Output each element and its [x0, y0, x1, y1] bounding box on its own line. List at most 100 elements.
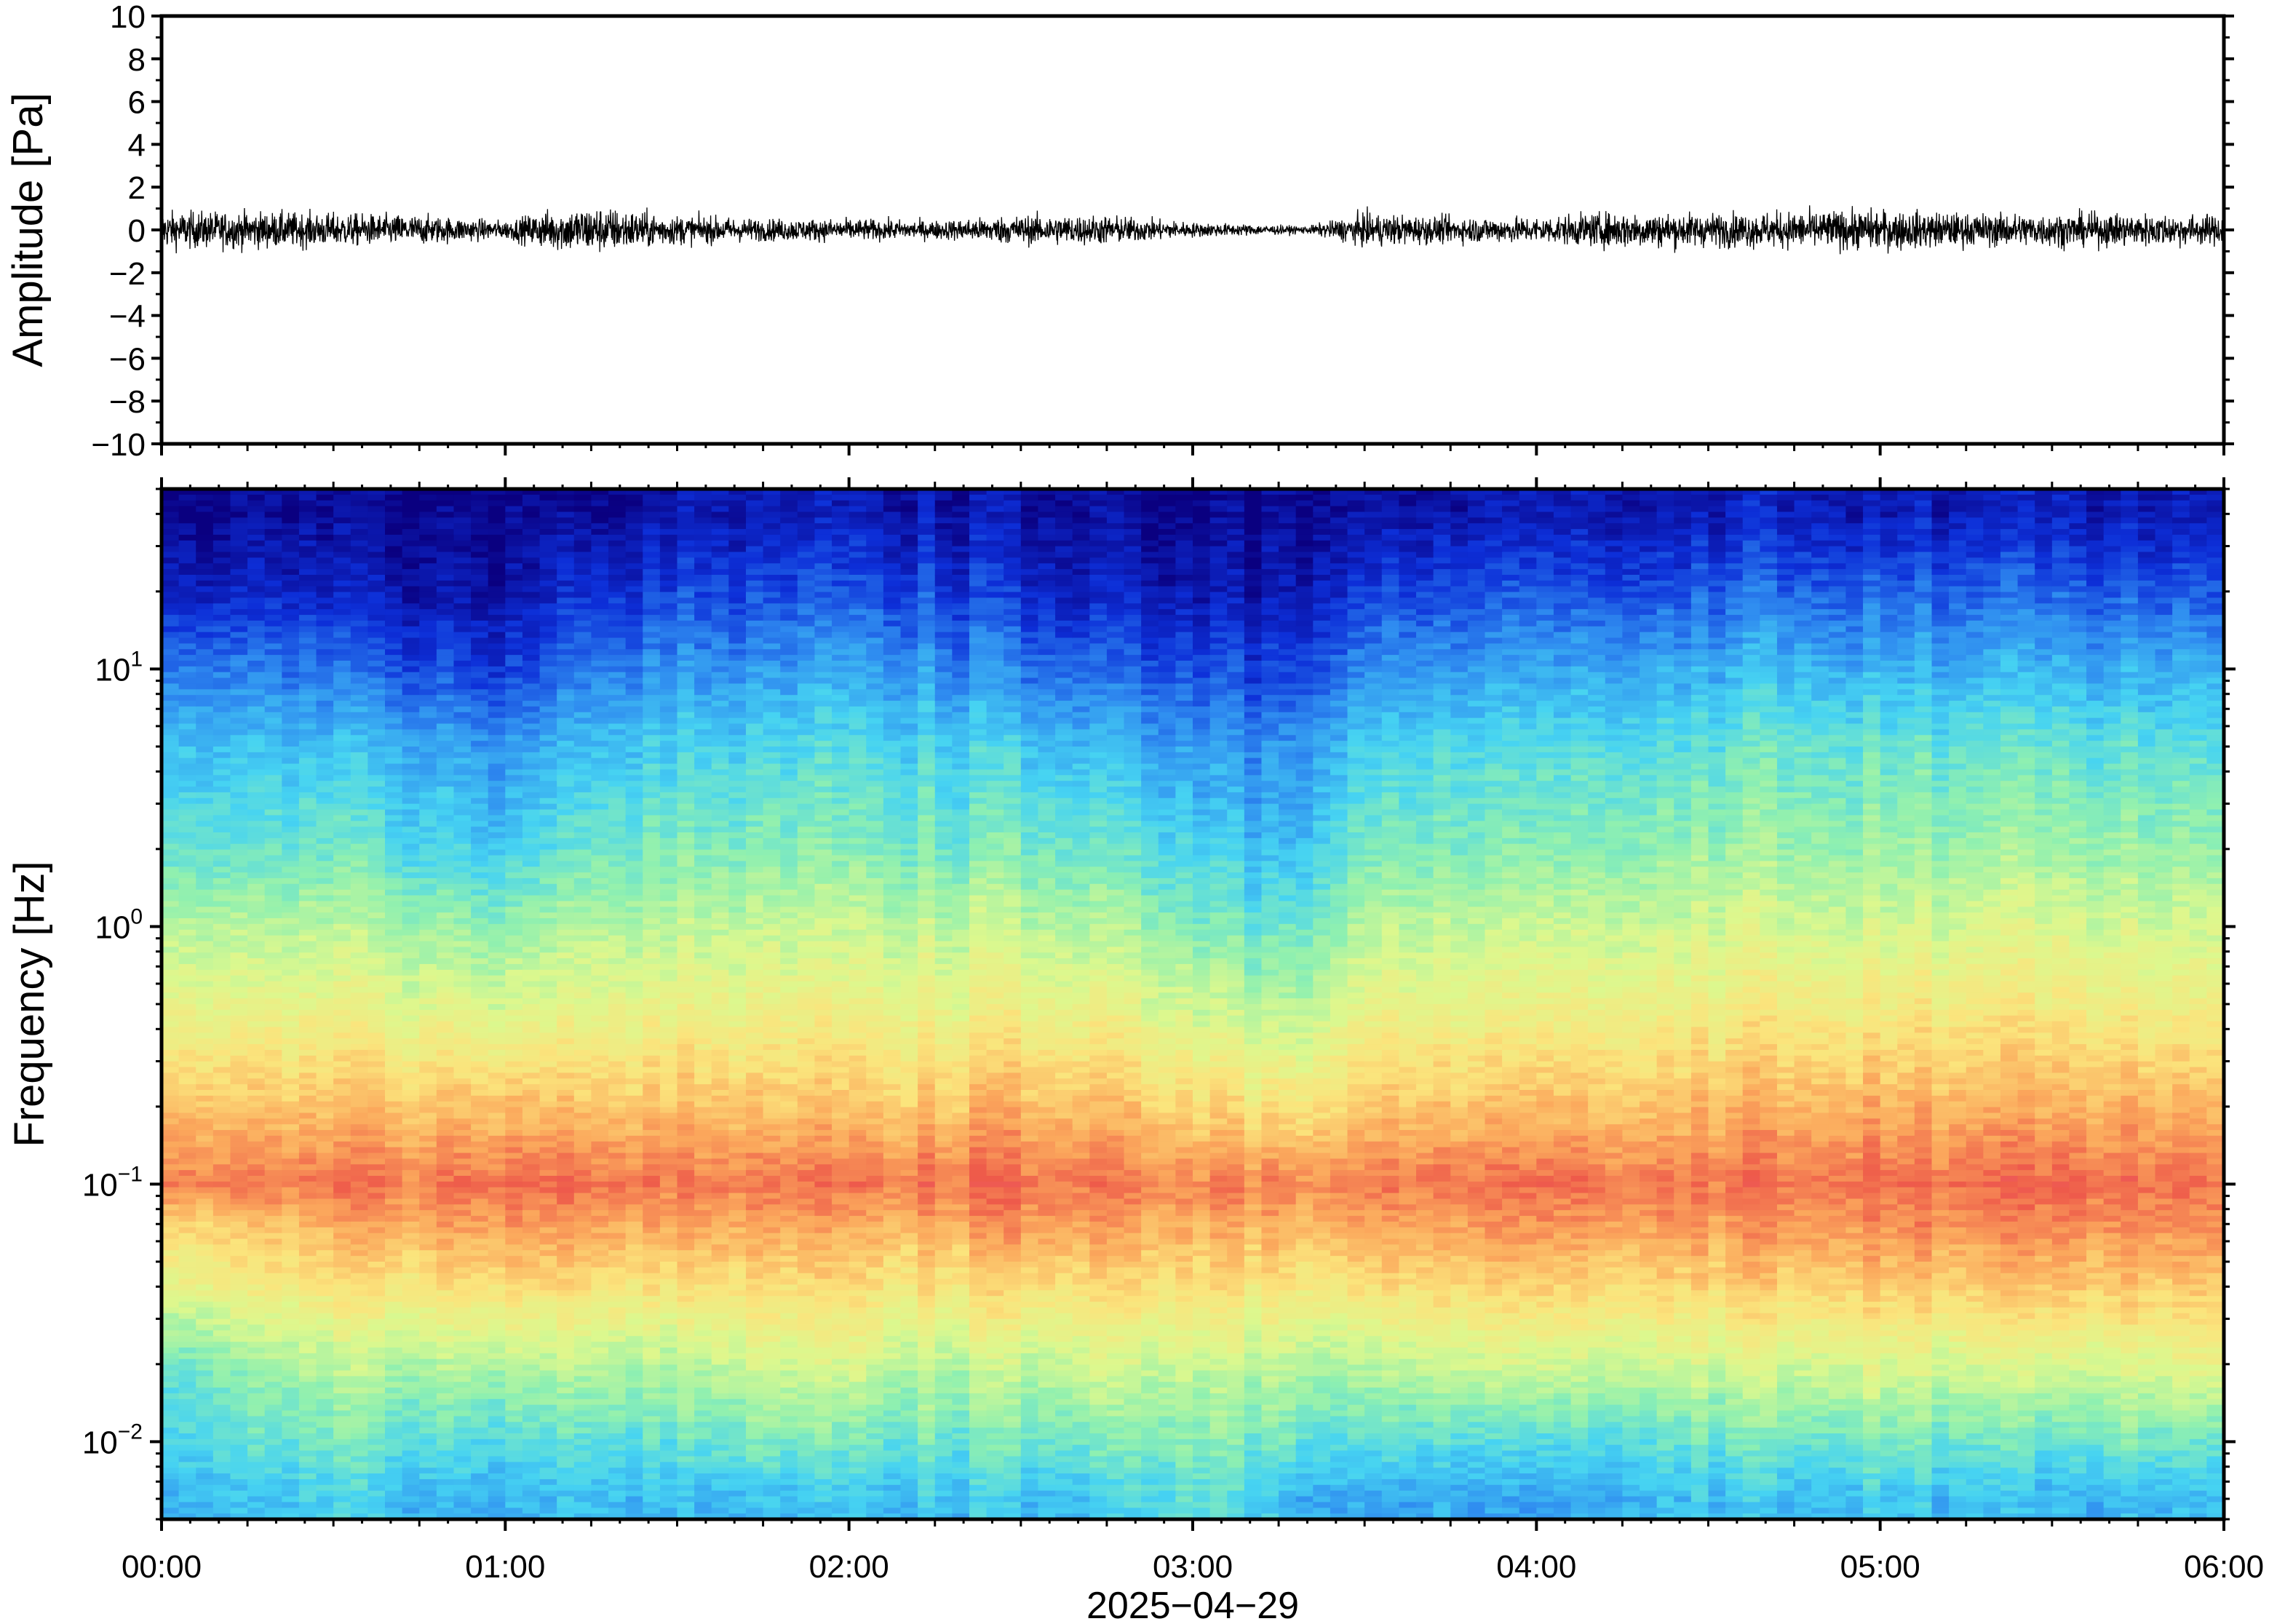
spectrogram-cell	[247, 706, 266, 713]
spectrogram-cell	[282, 666, 300, 673]
spectrogram-cell	[264, 609, 283, 616]
spectrogram-cell	[247, 895, 266, 902]
spectrogram-cell	[264, 1130, 283, 1137]
spectrogram-cell	[471, 575, 489, 581]
spectrogram-cell	[350, 923, 369, 931]
spectrogram-cell	[350, 1302, 369, 1308]
spectrogram-cell	[298, 586, 317, 593]
spectrogram-cell	[488, 1302, 506, 1308]
spectrogram-cell	[573, 912, 592, 919]
spectrogram-cell	[247, 1164, 266, 1171]
spectrogram-cell	[282, 1318, 300, 1326]
spectrogram-cell	[625, 717, 644, 725]
spectrogram-cell	[247, 1090, 266, 1096]
spectrogram-cell	[350, 1284, 369, 1291]
spectrogram-cell	[385, 494, 403, 501]
spectrogram-cell	[162, 1433, 180, 1440]
spectrogram-cell	[367, 620, 386, 627]
spectrogram-cell	[608, 540, 627, 547]
spectrogram-cell	[385, 712, 403, 719]
spectrogram-cell	[539, 1221, 557, 1228]
spectrogram-cell	[488, 706, 506, 713]
spectrogram-cell	[282, 918, 300, 925]
spectrogram-cell	[471, 1187, 489, 1194]
spectrogram-cell	[333, 1416, 351, 1423]
spectrogram-cell	[247, 1456, 266, 1463]
spectrogram-cell	[436, 1502, 455, 1509]
spectrogram-cell	[247, 1176, 266, 1182]
spectrogram-cell	[608, 1141, 627, 1148]
spectrogram-cell	[453, 1112, 472, 1120]
spectrogram-cell	[196, 1021, 214, 1028]
spectrogram-cell	[230, 1278, 248, 1286]
spectrogram-cell	[608, 757, 627, 765]
spectrogram-cell	[385, 735, 403, 741]
spectrogram-cell	[453, 1278, 472, 1286]
spectrogram-cell	[488, 1393, 506, 1400]
spectrogram-cell	[196, 1404, 214, 1412]
spectrogram-cell	[591, 1072, 609, 1080]
spectrogram-cell	[230, 1015, 248, 1022]
spectrogram-cell	[212, 1490, 231, 1497]
spectrogram-cell	[316, 1324, 334, 1332]
spectrogram-cell	[162, 1227, 180, 1234]
spectrogram-cell	[608, 1250, 627, 1257]
spectrogram-cell	[522, 1147, 541, 1154]
spectrogram-cell	[436, 923, 455, 931]
spectrogram-cell	[350, 809, 369, 816]
spectrogram-cell	[316, 987, 334, 994]
spectrogram-cell	[471, 632, 489, 639]
spectrogram-cell	[453, 1009, 472, 1016]
spectrogram-cell	[453, 717, 472, 725]
spectrogram-cell	[196, 1450, 214, 1457]
spectrogram-cell	[608, 1193, 627, 1200]
spectrogram-cell	[230, 952, 248, 959]
spectrogram-cell	[419, 803, 437, 811]
spectrogram-cell	[505, 672, 523, 679]
spectrogram-cell	[385, 1393, 403, 1400]
spectrogram-cell	[333, 517, 351, 524]
spectrogram-cell	[522, 689, 541, 696]
spectrogram-cell	[539, 918, 557, 925]
spectrogram-cell	[573, 717, 592, 725]
spectrogram-cell	[505, 1187, 523, 1194]
spectrogram-cell	[162, 1388, 180, 1394]
spectrogram-cell	[402, 695, 421, 701]
spectrogram-cell	[178, 923, 197, 931]
spectrogram-cell	[247, 1009, 266, 1016]
spectrogram-cell	[539, 609, 557, 616]
spectrogram-cell	[230, 1382, 248, 1388]
spectrogram-cell	[453, 1388, 472, 1394]
spectrogram-cell	[385, 809, 403, 816]
spectrogram-cell	[282, 523, 300, 530]
spectrogram-cell	[298, 1004, 317, 1011]
spectrogram-cell	[385, 1095, 403, 1102]
spectrogram-cell	[264, 981, 283, 988]
spectrogram-cell	[436, 849, 455, 856]
spectrogram-cell	[298, 1468, 317, 1474]
spectrogram-cell	[505, 529, 523, 536]
spectrogram-cell	[247, 757, 266, 765]
spectrogram-cell	[539, 1388, 557, 1394]
spectrogram-cell	[505, 1095, 523, 1102]
spectrogram-cell	[385, 747, 403, 753]
spectrogram-cell	[522, 992, 541, 999]
spectrogram-cell	[591, 1124, 609, 1131]
spectrogram-cell	[178, 935, 197, 942]
spectrogram-cell	[557, 1353, 575, 1360]
spectrogram-cell	[385, 1508, 403, 1514]
spectrogram-cell	[230, 815, 248, 822]
spectrogram-cell	[367, 603, 386, 610]
spectrogram-cell	[539, 781, 557, 787]
spectrogram-cell	[505, 1473, 523, 1480]
spectrogram-cell	[419, 1278, 437, 1286]
spectrogram-cell	[385, 1078, 403, 1085]
spectrogram-cell	[488, 1147, 506, 1154]
spectrogram-cell	[539, 655, 557, 661]
spectrogram-cell	[230, 1147, 248, 1154]
spectrogram-cell	[608, 998, 627, 1005]
spectrogram-cell	[385, 1238, 403, 1246]
spectrogram-cell	[196, 1273, 214, 1280]
spectrogram-cell	[264, 1015, 283, 1022]
spectrogram-cell	[505, 837, 523, 845]
